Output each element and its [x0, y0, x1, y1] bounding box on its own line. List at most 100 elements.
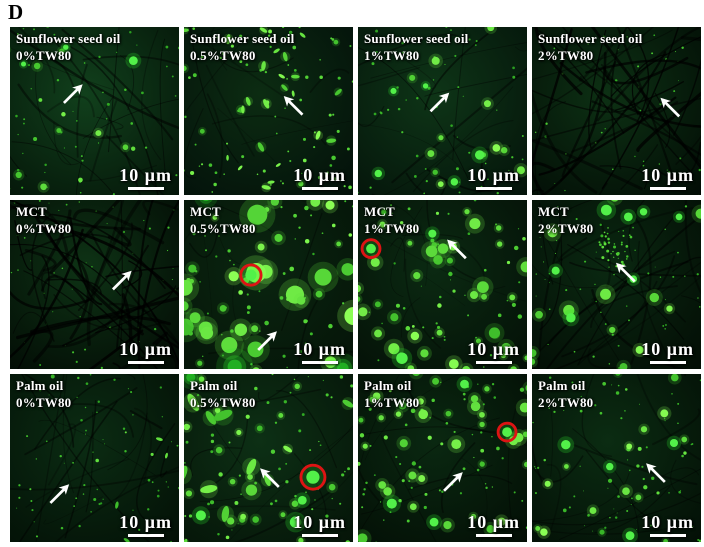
panel-surfactant-label: 0%TW80 [16, 394, 72, 410]
micrograph-panel-sunflower-1tw80: Sunflower seed oil 1%TW80 10 μm [358, 27, 527, 196]
panel-label: Sunflower seed oil 1%TW80 [364, 30, 468, 64]
micrograph-panel-mct-1tw80: MCT 1%TW80 10 μm [358, 200, 527, 369]
scale-bar-line [475, 187, 512, 191]
panel-label: Palm oil 0%TW80 [16, 377, 71, 411]
panel-surfactant-label: 2%TW80 [538, 221, 594, 237]
scale-bar: 10 μm [293, 165, 346, 191]
scale-bar: 10 μm [467, 339, 520, 364]
micrograph-image [358, 373, 527, 542]
panel-label: Palm oil 0.5%TW80 [190, 377, 256, 411]
micrograph-panel-sunflower-0tw80: Sunflower seed oil 0%TW80 10 μm [10, 27, 179, 196]
panel-oil-label: MCT [16, 204, 47, 220]
scale-bar: 10 μm [467, 512, 520, 537]
scale-bar: 10 μm [293, 339, 346, 364]
annotation-circle [496, 421, 518, 443]
annotation-arrow-icon [257, 331, 277, 352]
scale-label: 10 μm [467, 511, 520, 532]
panel-oil-label: Sunflower seed oil [364, 31, 469, 46]
micrograph-panel-palm-2tw80: Palm oil 2%TW80 10 μm [532, 373, 701, 542]
panel-oil-label: Palm oil [364, 377, 412, 393]
scale-label: 10 μm [641, 165, 694, 186]
panel-label: MCT 2%TW80 [538, 203, 593, 237]
scale-label: 10 μm [293, 165, 346, 186]
scale-bar-line [649, 187, 686, 191]
panel-oil-label: Sunflower seed oil [16, 31, 121, 46]
panel-surfactant-label: 0.5%TW80 [190, 48, 256, 63]
scale-bar: 10 μm [119, 339, 172, 364]
annotation-arrow-icon [429, 92, 450, 113]
micrograph-image [532, 200, 701, 369]
figure-panel-letter: D [8, 0, 24, 24]
scale-bar: 10 μm [293, 512, 346, 537]
scale-bar: 10 μm [467, 165, 520, 191]
micrograph-image [10, 373, 179, 542]
panel-surfactant-label: 1%TW80 [364, 48, 420, 63]
annotation-arrow-icon [660, 97, 681, 118]
panel-surfactant-label: 1%TW80 [364, 394, 420, 410]
annotation-arrow-icon [447, 239, 467, 260]
panel-oil-label: Palm oil [538, 377, 586, 393]
scale-label: 10 μm [641, 338, 694, 359]
panel-label: MCT 1%TW80 [364, 203, 419, 237]
scale-label: 10 μm [293, 338, 346, 359]
micrograph-image [358, 27, 527, 196]
annotation-arrow-icon [443, 471, 463, 492]
panel-surfactant-label: 0%TW80 [16, 48, 72, 63]
micrograph-image [184, 200, 353, 369]
scale-bar-line [301, 533, 338, 537]
scale-bar-line [475, 533, 512, 537]
annotation-arrow-icon [260, 467, 280, 488]
scale-bar-line [127, 533, 164, 537]
micrograph-image [358, 200, 527, 369]
micrograph-image [184, 27, 353, 196]
annotation-arrow-icon [111, 271, 132, 291]
panel-surfactant-label: 2%TW80 [538, 48, 594, 63]
micrograph-image [532, 27, 701, 196]
panel-surfactant-label: 1%TW80 [364, 221, 420, 237]
panel-label: MCT 0.5%TW80 [190, 203, 256, 237]
micrograph-panel-sunflower-2tw80: Sunflower seed oil 2%TW80 10 μm [532, 27, 701, 196]
micrograph-image [184, 373, 353, 542]
scale-bar: 10 μm [641, 512, 694, 537]
micrograph-panel-mct-2tw80: MCT 2%TW80 10 μm [532, 200, 701, 369]
scale-bar: 10 μm [119, 512, 172, 537]
panel-surfactant-label: 0%TW80 [16, 221, 72, 237]
annotation-arrow-icon [615, 263, 636, 283]
panel-label: MCT 0%TW80 [16, 203, 71, 237]
panel-oil-label: Palm oil [16, 377, 64, 393]
scale-label: 10 μm [119, 338, 172, 359]
annotation-arrow-icon [283, 96, 304, 116]
micrograph-panel-mct-0tw80: MCT 0%TW80 10 μm [10, 200, 179, 369]
panel-surfactant-label: 0.5%TW80 [190, 394, 256, 410]
annotation-circle [239, 263, 263, 287]
annotation-circle [360, 238, 382, 260]
scale-bar-line [127, 360, 164, 364]
micrograph-image [10, 200, 179, 369]
panel-label: Sunflower seed oil 2%TW80 [538, 30, 642, 64]
panel-surfactant-label: 2%TW80 [538, 394, 594, 410]
panel-oil-label: MCT [190, 204, 221, 220]
micrograph-image [10, 27, 179, 196]
annotation-circle [299, 463, 327, 491]
panel-label: Palm oil 1%TW80 [364, 377, 419, 411]
panel-label: Sunflower seed oil 0.5%TW80 [190, 30, 294, 64]
micrograph-panel-palm-0tw80: Palm oil 0%TW80 10 μm [10, 373, 179, 542]
scale-label: 10 μm [293, 511, 346, 532]
micrograph-panel-palm-05tw80: Palm oil 0.5%TW80 10 μm [184, 373, 353, 542]
panel-label: Sunflower seed oil 0%TW80 [16, 30, 120, 64]
panel-label: Palm oil 2%TW80 [538, 377, 593, 411]
scale-label: 10 μm [119, 165, 172, 186]
panel-oil-label: Sunflower seed oil [538, 31, 643, 46]
scale-bar-line [301, 187, 338, 191]
scale-bar-line [475, 360, 512, 364]
scale-bar-line [649, 533, 686, 537]
panel-surfactant-label: 0.5%TW80 [190, 221, 256, 237]
scale-bar-line [301, 360, 338, 364]
panel-oil-label: Palm oil [190, 377, 238, 393]
annotation-arrow-icon [646, 462, 666, 483]
annotation-arrow-icon [49, 483, 70, 504]
scale-label: 10 μm [467, 338, 520, 359]
scale-label: 10 μm [641, 511, 694, 532]
micrograph-panel-mct-05tw80: MCT 0.5%TW80 10 μm [184, 200, 353, 369]
